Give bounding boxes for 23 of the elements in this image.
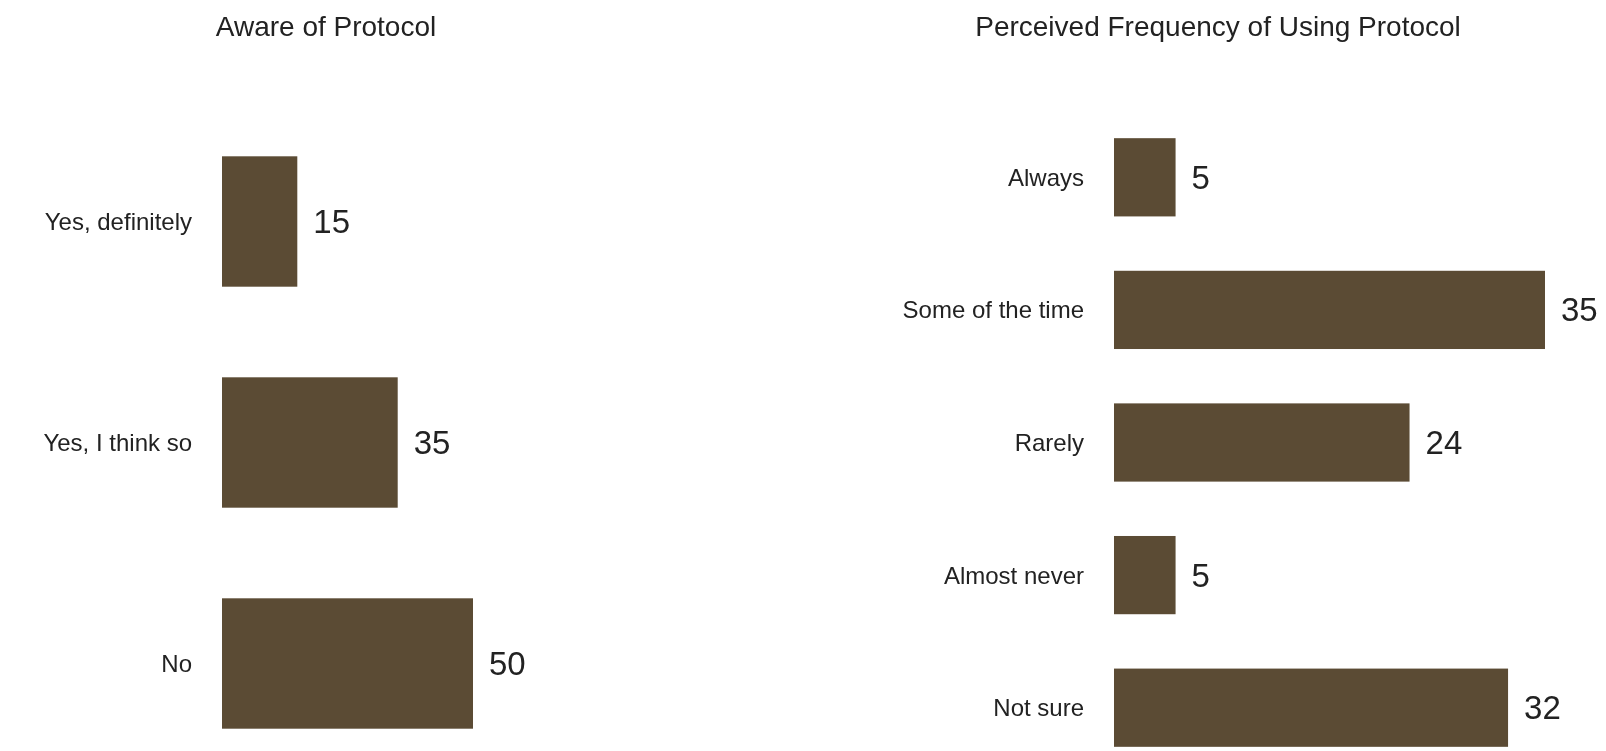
data-label: 32: [1524, 689, 1561, 727]
data-label: 5: [1191, 556, 1210, 594]
chart-title: Aware of Protocol: [215, 10, 437, 42]
y-tick-label: Not sure: [993, 694, 1084, 722]
y-tick-label: Yes, I think so: [43, 429, 192, 456]
y-tick-label: Always: [1007, 163, 1084, 191]
chart-title: Perceived Frequency of Using Protocol: [975, 10, 1461, 42]
bar: [1114, 535, 1176, 615]
bar: [1114, 138, 1176, 217]
y-tick-label: Rarely: [1014, 429, 1084, 456]
y-tick-label: No: [161, 650, 192, 677]
bar: [1114, 270, 1545, 350]
data-label: 35: [413, 424, 451, 461]
y-tick-label: Some of the time: [902, 296, 1084, 324]
data-label: 50: [489, 645, 526, 682]
y-tick-label: Yes, definitely: [44, 208, 192, 235]
data-label: 24: [1425, 424, 1463, 461]
bar: [1114, 403, 1410, 482]
y-tick-label: Almost never: [943, 561, 1084, 589]
bar: [1114, 668, 1509, 747]
data-label: 15: [313, 203, 351, 240]
data-label: 35: [1561, 291, 1598, 329]
data-label: 5: [1191, 158, 1210, 196]
